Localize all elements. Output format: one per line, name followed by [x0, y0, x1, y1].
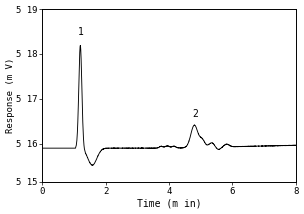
Y-axis label: Response (m V): Response (m V)	[5, 58, 15, 133]
X-axis label: Time (m in): Time (m in)	[137, 198, 201, 208]
Text: 1: 1	[78, 27, 84, 37]
Text: 2: 2	[192, 108, 198, 119]
